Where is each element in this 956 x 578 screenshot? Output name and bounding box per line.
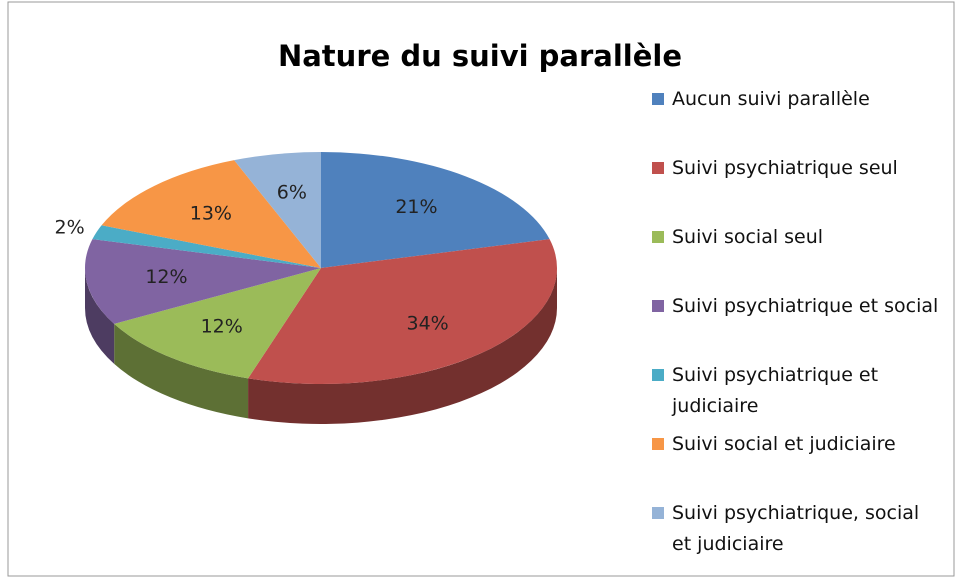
legend-entry: Suivi psychiatrique, social et judiciair… xyxy=(652,498,942,567)
slice-side xyxy=(248,268,557,425)
slice xyxy=(101,160,321,268)
data-label: 13% xyxy=(190,202,232,224)
slice xyxy=(114,268,321,379)
slice-side xyxy=(85,268,115,364)
legend-entry: Suivi social seul xyxy=(652,222,942,291)
legend-swatch xyxy=(652,507,664,519)
data-label: 2% xyxy=(55,216,85,238)
legend-label: Suivi social seul xyxy=(672,226,824,248)
slice xyxy=(321,152,550,268)
slice xyxy=(248,239,558,384)
legend-label: Suivi psychiatrique seul xyxy=(672,157,898,179)
data-label: 6% xyxy=(277,181,307,203)
legend-swatch xyxy=(652,369,664,381)
legend-swatch xyxy=(652,231,664,243)
legend-swatch xyxy=(652,162,664,174)
data-label: 34% xyxy=(407,312,449,334)
slice-side xyxy=(114,323,249,419)
chart-title: Nature du suivi parallèle xyxy=(278,39,682,73)
legend-entry: Suivi psychiatrique et judiciaire xyxy=(652,360,942,429)
legend-swatch xyxy=(652,300,664,312)
chart-border xyxy=(7,1,955,577)
legend-entry: Suivi psychiatrique seul xyxy=(652,153,942,222)
legend-swatch xyxy=(652,93,664,105)
slice xyxy=(234,152,321,268)
data-label: 12% xyxy=(145,266,187,288)
legend-label: Aucun suivi parallèle xyxy=(672,88,870,110)
legend-entry: Aucun suivi parallèle xyxy=(652,84,942,153)
legend-label: Suivi social et judiciaire xyxy=(672,433,896,455)
data-label: 21% xyxy=(395,196,437,218)
legend-swatch xyxy=(652,438,664,450)
slice xyxy=(85,239,321,324)
data-label: 12% xyxy=(201,315,243,337)
legend-label: Suivi psychiatrique et judiciaire xyxy=(672,364,879,417)
legend-label: Suivi psychiatrique, social et judiciair… xyxy=(672,502,920,555)
legend-entry: Suivi psychiatrique et social xyxy=(652,291,942,360)
legend: Aucun suivi parallèle Suivi psychiatrique… xyxy=(652,84,942,567)
legend-entry: Suivi social et judiciaire xyxy=(652,429,942,498)
legend-label: Suivi psychiatrique et social xyxy=(672,295,939,317)
slice xyxy=(92,225,322,268)
